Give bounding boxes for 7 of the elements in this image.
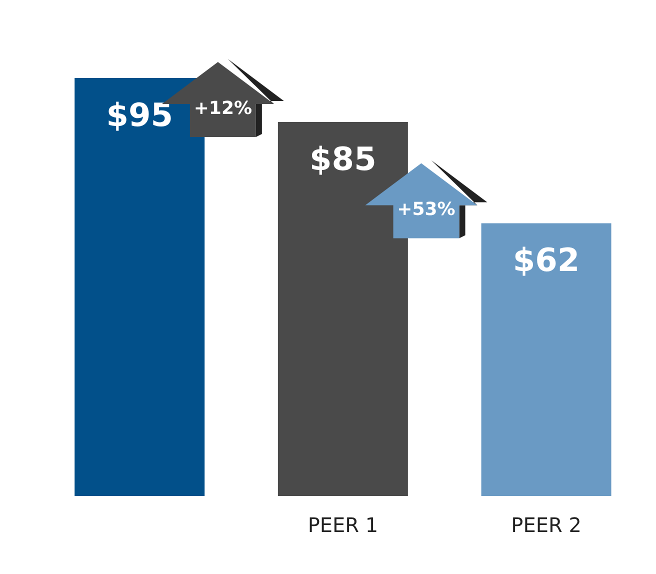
x-tick-label: PEER 2 [511, 513, 582, 538]
data-label: $85 [310, 140, 376, 178]
x-tick-label: PEER 1 [308, 513, 378, 538]
data-label: $95 [106, 96, 173, 134]
annotation: +53% [397, 199, 456, 220]
data-label: $62 [512, 241, 580, 280]
annotation: +12% [194, 98, 252, 119]
